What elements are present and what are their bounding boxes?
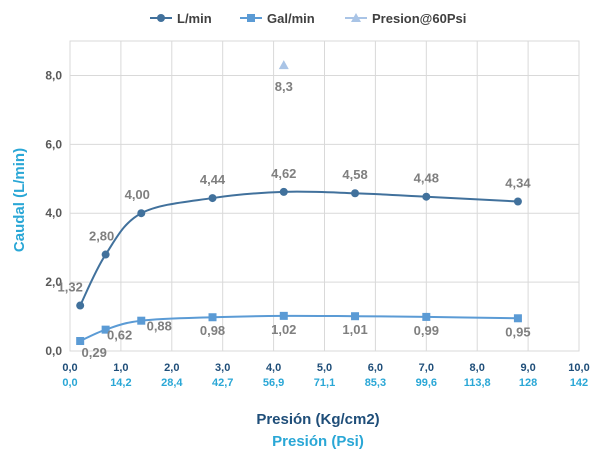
data-label: 0,29 xyxy=(82,345,107,360)
x-axis-title: Presión (Kg/cm2) xyxy=(256,411,379,428)
data-label: 4,62 xyxy=(271,166,296,181)
x-tick-label: 4,0 xyxy=(266,362,281,374)
x-tick-label: 2,0 xyxy=(164,362,179,374)
data-point xyxy=(513,197,522,206)
legend-marker xyxy=(351,13,361,22)
y-tick-label: 6,0 xyxy=(45,137,62,151)
x-tick-label: 0,0 xyxy=(62,362,77,374)
y-tick-label: 2,0 xyxy=(45,275,62,289)
legend: L/min Gal/min Presion@60Psi xyxy=(150,11,466,26)
x-tick-label-secondary: 128 xyxy=(519,377,537,389)
data-label: 4,48 xyxy=(414,171,439,186)
data-point xyxy=(278,60,289,70)
data-point xyxy=(422,192,431,201)
x-tick-label-secondary: 85,3 xyxy=(365,377,386,389)
plot-area-border xyxy=(69,40,580,352)
x-tick-label-secondary: 71,1 xyxy=(314,377,335,389)
data-point xyxy=(137,209,146,218)
data-point xyxy=(513,314,522,323)
x-tick-label: 3,0 xyxy=(215,362,230,374)
data-label: 4,00 xyxy=(125,187,150,202)
legend-marker xyxy=(157,14,165,22)
x-tick-label: 8,0 xyxy=(470,362,485,374)
x-tick-label-secondary: 99,6 xyxy=(416,377,437,389)
data-point xyxy=(101,250,110,259)
x-tick-label: 6,0 xyxy=(368,362,383,374)
data-label: 4,44 xyxy=(200,172,226,187)
legend-label: Presion@60Psi xyxy=(372,11,466,26)
x-tick-label-secondary: 113,8 xyxy=(464,377,491,389)
data-point xyxy=(137,316,146,325)
y-tick-label: 8,0 xyxy=(45,68,62,82)
legend-marker xyxy=(247,14,255,22)
data-label: 1,32 xyxy=(58,280,83,295)
data-point xyxy=(76,337,85,346)
data-point xyxy=(279,187,288,196)
data-point xyxy=(279,311,288,320)
series-line-0 xyxy=(79,190,518,306)
data-label: 1,02 xyxy=(271,322,296,337)
data-label: 0,95 xyxy=(505,324,530,339)
data-point xyxy=(208,194,217,203)
legend-item: Gal/min xyxy=(240,11,315,26)
legend-item: L/min xyxy=(150,11,212,26)
data-label: 0,88 xyxy=(147,319,172,334)
data-label: 0,99 xyxy=(414,323,439,338)
x-tick-label-secondary: 42,7 xyxy=(212,377,233,389)
y-axis-title: Caudal (L/min) xyxy=(11,148,28,252)
data-label: 0,98 xyxy=(200,323,225,338)
y-tick-label: 4,0 xyxy=(45,206,62,220)
legend-item: Presion@60Psi xyxy=(345,11,466,26)
data-label: 1,01 xyxy=(342,322,367,337)
legend-label: L/min xyxy=(177,11,212,26)
data-point xyxy=(351,312,360,321)
data-label: 8,3 xyxy=(275,79,293,94)
axes: 0,02,04,06,08,00,00,01,014,22,028,43,042… xyxy=(45,68,589,389)
data-label: 2,80 xyxy=(89,229,114,244)
x-tick-label-secondary: 0,0 xyxy=(62,377,77,389)
x-tick-label-secondary: 14,2 xyxy=(110,377,131,389)
x-tick-label: 1,0 xyxy=(113,362,128,374)
x-tick-label: 7,0 xyxy=(419,362,434,374)
y-tick-label: 0,0 xyxy=(45,344,62,358)
data-label: 0,62 xyxy=(107,328,132,343)
data-labels: 1,32 2,80 4,00 4,44 4,62 4,58 4,48 4,34 0,290,62… xyxy=(58,79,532,360)
legend-label: Gal/min xyxy=(267,11,315,26)
x-tick-label-secondary: 142 xyxy=(570,377,588,389)
data-label: 4,58 xyxy=(342,167,367,182)
series-layer xyxy=(76,60,522,346)
x-tick-label: 5,0 xyxy=(317,362,332,374)
x-tick-label: 10,0 xyxy=(568,362,589,374)
data-point xyxy=(422,312,431,321)
data-label: 4,34 xyxy=(505,176,531,191)
data-point xyxy=(351,189,360,198)
data-point xyxy=(208,313,217,322)
x-axis-title-secondary: Presión (Psi) xyxy=(272,433,364,450)
x-tick-label: 9,0 xyxy=(520,362,535,374)
x-tick-label-secondary: 56,9 xyxy=(263,377,284,389)
data-point xyxy=(76,301,85,310)
data-point xyxy=(101,325,110,334)
x-tick-label-secondary: 28,4 xyxy=(161,377,183,389)
